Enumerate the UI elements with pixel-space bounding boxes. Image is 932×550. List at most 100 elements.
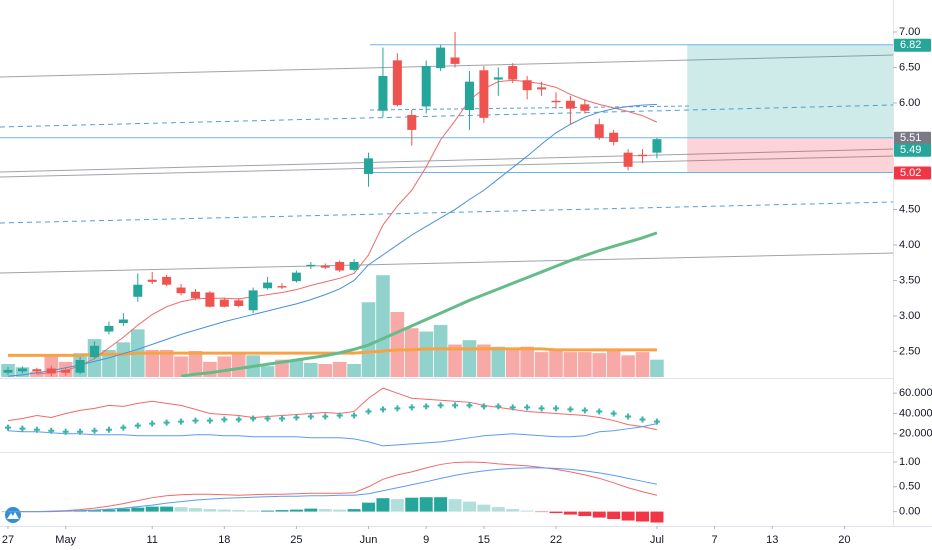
y-tick-label: 3.00 bbox=[899, 310, 920, 322]
cross-marker bbox=[250, 415, 257, 422]
trend-line bbox=[0, 155, 893, 178]
price-label-box bbox=[894, 166, 931, 180]
y-tick-label: 4.50 bbox=[899, 203, 920, 215]
histogram-bar bbox=[520, 510, 534, 512]
volume-bar bbox=[563, 352, 578, 377]
cross-marker bbox=[19, 425, 26, 432]
candle-body bbox=[479, 70, 489, 118]
volume-bar bbox=[390, 312, 405, 377]
position-target bbox=[687, 44, 893, 138]
y-tick-label: 3.50 bbox=[899, 274, 920, 286]
candle-body bbox=[638, 154, 648, 157]
candle-body bbox=[219, 299, 229, 307]
volume-bar bbox=[332, 361, 347, 377]
cross-marker bbox=[509, 404, 516, 411]
cross-marker bbox=[336, 412, 343, 419]
indicator-line bbox=[180, 231, 658, 377]
volume-bar bbox=[549, 348, 563, 377]
cross-marker bbox=[639, 416, 646, 423]
volume-bar bbox=[477, 344, 491, 377]
y-tick-label: 0.50 bbox=[899, 481, 920, 493]
volume-bar bbox=[116, 342, 131, 377]
candle-body bbox=[364, 158, 374, 174]
volume-bar bbox=[419, 331, 434, 377]
candle-body bbox=[464, 81, 474, 111]
cross-marker bbox=[480, 403, 487, 410]
x-tick-label: 11 bbox=[146, 534, 157, 546]
indicator-line bbox=[36, 79, 658, 375]
price-label: 5.49 bbox=[900, 144, 921, 156]
histogram-bar bbox=[376, 498, 390, 512]
cross-marker bbox=[91, 427, 98, 434]
volume-bar bbox=[505, 349, 520, 377]
volume-bar bbox=[174, 356, 188, 377]
cross-marker bbox=[48, 427, 55, 434]
histogram-bar bbox=[607, 511, 621, 520]
candle-body bbox=[32, 369, 42, 372]
volume-bar bbox=[203, 361, 217, 377]
cross-marker bbox=[134, 422, 141, 429]
cross-marker bbox=[552, 405, 559, 412]
histogram-bar bbox=[563, 511, 577, 515]
cross-marker bbox=[567, 406, 574, 413]
histogram-bar bbox=[333, 509, 347, 512]
candle-body bbox=[508, 66, 518, 80]
candle-body bbox=[522, 80, 532, 91]
volume-bar bbox=[304, 362, 318, 377]
histogram-bar bbox=[232, 510, 246, 512]
position-stop bbox=[687, 137, 893, 173]
histogram-bar bbox=[462, 501, 476, 512]
candle-body bbox=[75, 359, 85, 373]
price-label: 5.51 bbox=[900, 132, 921, 144]
volume-bar bbox=[231, 353, 246, 377]
histogram-bar bbox=[636, 511, 650, 522]
logo-circle[interactable] bbox=[5, 507, 21, 523]
volume-bar bbox=[491, 346, 506, 377]
candle-body bbox=[349, 261, 359, 270]
candle-body bbox=[551, 100, 561, 103]
cross-marker bbox=[178, 418, 185, 425]
histogram-bar bbox=[145, 506, 159, 512]
cross-marker bbox=[452, 402, 459, 409]
logo[interactable] bbox=[5, 507, 21, 523]
price-label-box bbox=[894, 143, 931, 157]
candle-body bbox=[118, 319, 128, 324]
candle-body bbox=[450, 57, 460, 64]
candle-body bbox=[3, 369, 13, 373]
logo-mark[interactable] bbox=[7, 512, 19, 519]
candle-body bbox=[133, 284, 143, 297]
cross-marker bbox=[33, 426, 40, 433]
candle-body bbox=[493, 77, 503, 80]
histogram-bar bbox=[362, 502, 376, 512]
cross-marker bbox=[206, 417, 213, 424]
x-tick-label: May bbox=[55, 534, 76, 546]
histogram-bar bbox=[621, 511, 635, 521]
drawings bbox=[0, 54, 893, 274]
candle-body bbox=[46, 368, 56, 374]
candle-body bbox=[190, 291, 200, 299]
volume-bar bbox=[621, 355, 635, 377]
cross-marker bbox=[62, 428, 69, 435]
candle-body bbox=[277, 286, 287, 288]
cross-marker bbox=[423, 403, 430, 410]
volume-bar bbox=[635, 352, 650, 377]
indicator-line bbox=[7, 103, 657, 377]
candle-body bbox=[306, 264, 316, 267]
histogram-bar bbox=[160, 506, 174, 512]
cross-marker bbox=[5, 424, 12, 431]
histogram-bar bbox=[405, 497, 419, 512]
candle-body bbox=[392, 60, 402, 106]
volume-bar bbox=[578, 352, 592, 377]
cross-marker bbox=[610, 410, 617, 417]
cross-marker bbox=[264, 415, 271, 422]
x-tick-label: Jul bbox=[650, 534, 664, 546]
volume-bar bbox=[188, 351, 203, 377]
histogram-bar bbox=[578, 511, 592, 517]
cross-marker bbox=[596, 408, 603, 415]
candle-body bbox=[162, 276, 172, 285]
candle-body bbox=[407, 115, 417, 130]
candle-body bbox=[335, 261, 345, 271]
price-label-box bbox=[894, 38, 931, 52]
histogram-bar bbox=[347, 509, 361, 512]
